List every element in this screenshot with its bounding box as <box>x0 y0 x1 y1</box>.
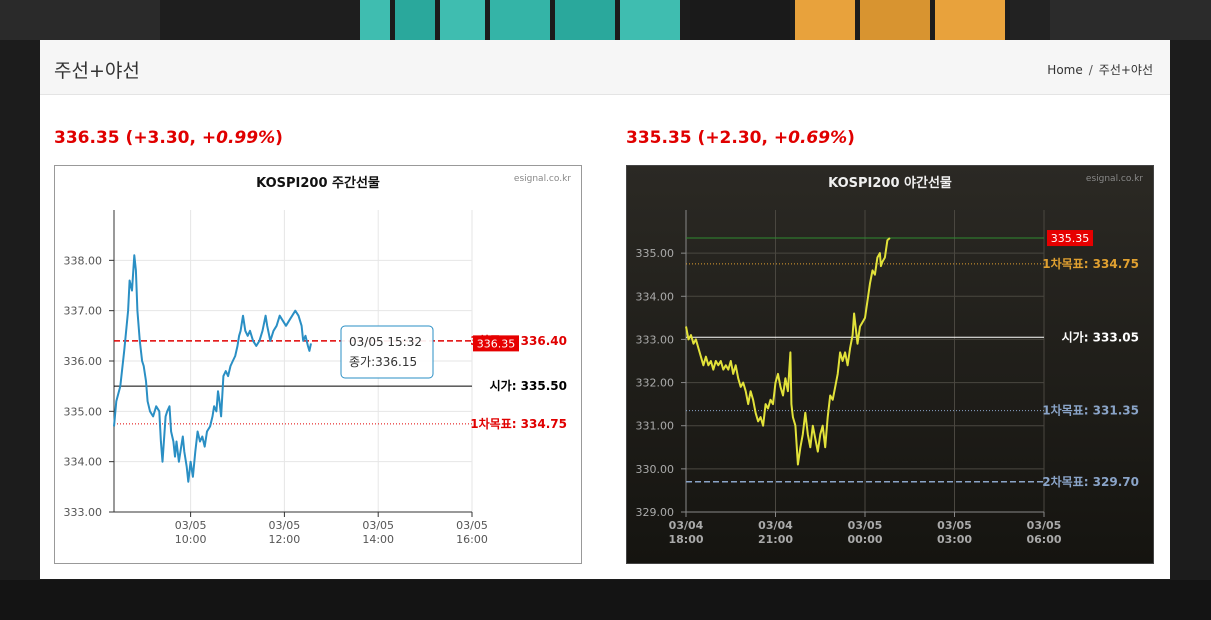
reference-line-label: 2차목표: 329.70 <box>1042 474 1139 489</box>
price-series-line <box>113 254 312 483</box>
y-tick-label: 334.00 <box>636 290 675 303</box>
chart-watermark: esignal.co.kr <box>1086 174 1143 184</box>
reference-line-label: 1차목표: 331.35 <box>1042 403 1139 418</box>
night-price-value: 335.35 <box>626 128 692 148</box>
y-tick-label: 337.00 <box>64 305 103 318</box>
y-tick-label: 335.00 <box>636 247 675 260</box>
chart-title: KOSPI200 야간선물 <box>828 175 952 191</box>
x-tick-time: 03:00 <box>937 533 972 546</box>
night-price-change: +2.30 <box>705 128 762 148</box>
breadcrumb: Home / 주선+야선 <box>1047 61 1153 78</box>
day-chart[interactable]: 333.00 334.00 335.00 336.00 337.00 338.00 03/0… <box>54 165 582 564</box>
chart-background <box>627 166 1153 563</box>
x-tick-time: 00:00 <box>847 533 882 546</box>
night-chart-svg: 329.00 330.00 331.00 332.00 333.00 334.00 335.… <box>627 166 1153 563</box>
x-tick-date: 03/05 <box>175 519 207 532</box>
x-tick-time: 10:00 <box>175 533 207 546</box>
y-tick-label: 333.00 <box>64 506 103 519</box>
day-chart-svg: 333.00 334.00 335.00 336.00 337.00 338.00 03/0… <box>64 174 572 546</box>
x-tick-date: 03/05 <box>456 519 488 532</box>
tooltip-time: 03/05 15:32 <box>349 335 422 349</box>
y-tick-label: 336.00 <box>64 355 103 368</box>
x-tick-time: 18:00 <box>668 533 703 546</box>
y-tick-label: 334.00 <box>64 456 103 469</box>
night-chart[interactable]: 329.00 330.00 331.00 332.00 333.00 334.00 335.… <box>626 165 1154 564</box>
y-tick-label: 332.00 <box>636 377 675 390</box>
y-tick-label: 331.00 <box>636 420 675 433</box>
reference-line-label: 시가: 333.05 <box>1062 329 1139 344</box>
night-price-summary: 335.35 (+2.30, +0.69%) <box>626 128 855 148</box>
reference-line-label: 1차목표: 334.75 <box>1042 256 1139 271</box>
breadcrumb-current: 주선+야선 <box>1098 63 1153 77</box>
page-header: 주선+야선 Home / 주선+야선 <box>40 40 1170 95</box>
y-tick-label: 330.00 <box>636 463 675 476</box>
price-series-line <box>685 237 891 466</box>
x-tick-time: 21:00 <box>758 533 793 546</box>
tooltip-close: 종가:336.15 <box>349 355 417 369</box>
day-price-summary: 336.35 (+3.30, +0.99%) <box>54 128 283 148</box>
night-price-pct: +0.69% <box>773 128 848 148</box>
breadcrumb-home-link[interactable]: Home <box>1047 63 1083 77</box>
y-tick-label: 338.00 <box>64 254 103 267</box>
y-tick-label: 329.00 <box>636 506 675 519</box>
x-tick-date: 03/05 <box>362 519 394 532</box>
chart-watermark: esignal.co.kr <box>514 174 571 184</box>
day-price-value: 336.35 <box>54 128 120 148</box>
current-price-tag <box>1047 230 1093 247</box>
x-tick-date: 03/05 <box>269 519 301 532</box>
x-tick-time: 12:00 <box>269 533 301 546</box>
x-tick-time: 16:00 <box>456 533 488 546</box>
page-title: 주선+야선 <box>54 60 140 82</box>
x-tick-date: 03/05 <box>937 519 972 532</box>
current-price-tag <box>473 335 519 352</box>
reference-line-label: 시가: 335.50 <box>490 378 567 393</box>
tooltip-box <box>340 325 434 379</box>
y-tick-label: 335.00 <box>64 405 103 418</box>
x-tick-date: 03/05 <box>848 519 883 532</box>
x-tick-time: 14:00 <box>362 533 394 546</box>
day-price-change: +3.30 <box>133 128 190 148</box>
x-tick-date: 03/04 <box>669 519 704 532</box>
breadcrumb-separator: / <box>1088 63 1093 77</box>
x-tick-date: 03/04 <box>758 519 793 532</box>
x-tick-time: 06:00 <box>1026 533 1061 546</box>
content-panel: 주선+야선 Home / 주선+야선 336.35 (+3.30, +0.99%) … <box>40 40 1170 579</box>
day-price-pct: +0.99% <box>201 128 276 148</box>
current-price-tag-text: 336.35 <box>477 337 516 350</box>
y-tick-label: 333.00 <box>636 333 675 346</box>
current-price-tag-text: 335.35 <box>1051 232 1090 245</box>
x-tick-date: 03/05 <box>1027 519 1062 532</box>
reference-line-label: 1차목표: 334.75 <box>470 416 567 431</box>
chart-title: KOSPI200 주간선물 <box>256 175 380 191</box>
